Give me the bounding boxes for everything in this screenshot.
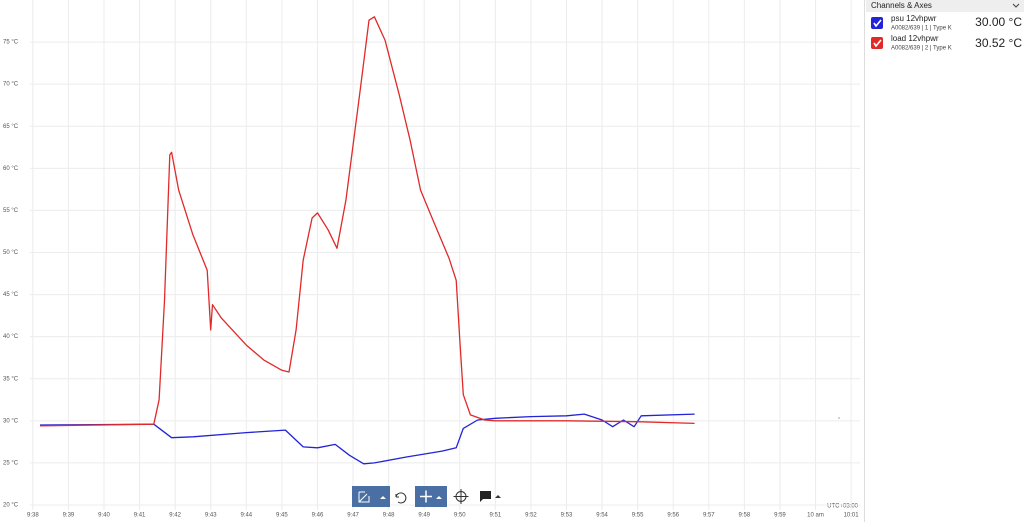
- y-tick-label: 75 °C: [3, 40, 19, 46]
- x-tick-label: 9:44: [240, 513, 252, 519]
- x-tick-label: 10 am: [807, 513, 824, 519]
- icon: [495, 495, 501, 498]
- channel-name: load 12vhpwr: [891, 34, 939, 43]
- y-tick-label: 55 °C: [3, 208, 19, 214]
- y-tick-label: 50 °C: [3, 250, 19, 256]
- check: [873, 19, 882, 28]
- icon: [380, 496, 386, 499]
- toolbar: [352, 486, 501, 507]
- panel-header: [866, 0, 1024, 12]
- x-tick-label: 9:55: [632, 513, 644, 519]
- y-tick-label: 45 °C: [3, 292, 19, 298]
- x-tick-label: 9:47: [347, 513, 359, 519]
- series-line: [39, 16, 695, 427]
- channel-reading: 30.52 °C: [975, 36, 1022, 50]
- checkbox[interactable]: [871, 17, 883, 29]
- x-tick-label: 10:01: [844, 513, 860, 519]
- channel-info: A0082/639 | 1 | Type K: [891, 26, 952, 32]
- x-tick-label: 9:49: [418, 513, 430, 519]
- x-tick-label: 9:46: [312, 513, 324, 519]
- x-tick-label: 9:53: [561, 513, 573, 519]
- x-tick-label: 9:54: [596, 513, 608, 519]
- x-tick-label: 9:43: [205, 513, 217, 519]
- series-line: [39, 413, 695, 465]
- collapse-icon[interactable]: [1012, 3, 1020, 8]
- annotate-button[interactable]: [352, 486, 390, 507]
- x-tick-label: 9:38: [27, 513, 39, 519]
- x-tick-label: 9:50: [454, 513, 466, 519]
- channel-row[interactable]: load 12vhpwr A0082/639 | 2 | Type K 30.5…: [871, 34, 1022, 52]
- y-tick-label: 40 °C: [3, 334, 19, 340]
- y-tick-label: 35 °C: [3, 376, 19, 382]
- handle[interactable]: [838, 417, 840, 419]
- checkbox[interactable]: [871, 37, 883, 49]
- comment-button[interactable]: [480, 491, 491, 502]
- y-tick-label: 30 °C: [3, 418, 19, 424]
- channel-name: psu 12vhpwr: [891, 14, 937, 23]
- y-tick-label: 65 °C: [3, 124, 19, 130]
- x-tick-label: 9:42: [169, 513, 181, 519]
- icon: [453, 489, 469, 504]
- y-tick-label: 25 °C: [3, 460, 19, 466]
- x-tick-label: 9:41: [134, 513, 146, 519]
- icon: [420, 490, 432, 503]
- panel-title: Channels & Axes: [871, 1, 932, 10]
- timezone: UTC+03:00: [827, 504, 859, 510]
- y-tick-label: 70 °C: [3, 82, 19, 88]
- undo-button[interactable]: [395, 492, 407, 504]
- x-tick-label: 9:57: [703, 513, 715, 519]
- icon: [358, 491, 370, 503]
- x-tick-label: 9:51: [489, 513, 501, 519]
- x-tick-label: 9:52: [525, 513, 537, 519]
- x-tick-label: 9:59: [774, 513, 786, 519]
- x-tick-label: 9:48: [383, 513, 395, 519]
- icon: [436, 496, 442, 499]
- x-tick-label: 9:40: [98, 513, 110, 519]
- x-tick-label: 9:39: [63, 513, 75, 519]
- x-tick-label: 9:56: [667, 513, 679, 519]
- channel-row[interactable]: psu 12vhpwr A0082/639 | 1 | Type K 30.00…: [871, 14, 1022, 32]
- check: [873, 39, 882, 48]
- channel-info: A0082/639 | 2 | Type K: [891, 46, 952, 52]
- x-tick-label: 9:58: [739, 513, 751, 519]
- channel-reading: 30.00 °C: [975, 15, 1022, 29]
- x-tick-label: 9:45: [276, 513, 288, 519]
- y-tick-label: 20 °C: [3, 503, 19, 509]
- plot-bg: [0, 0, 864, 522]
- y-tick-label: 60 °C: [3, 166, 19, 172]
